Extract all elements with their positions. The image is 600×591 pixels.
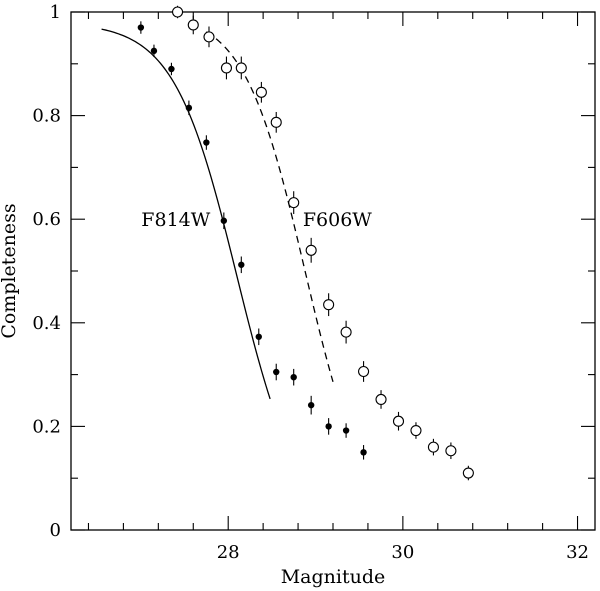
point-f814w bbox=[325, 423, 332, 430]
x-axis-label: Magnitude bbox=[281, 566, 386, 588]
point-f814w bbox=[342, 427, 350, 434]
point-f814w bbox=[255, 333, 262, 340]
x-tick-label: 32 bbox=[566, 542, 589, 563]
point-f606w bbox=[410, 424, 422, 437]
point-f606w bbox=[445, 445, 457, 457]
point-f606w bbox=[358, 365, 370, 378]
y-tick-label: 0.6 bbox=[32, 209, 61, 230]
point-f606w bbox=[462, 467, 474, 479]
y-tick-label: 0.4 bbox=[32, 313, 61, 334]
axis-ticks bbox=[71, 11, 595, 531]
point-f606w bbox=[392, 415, 405, 427]
error-bars bbox=[140, 5, 469, 481]
point-f814w bbox=[168, 65, 175, 73]
y-tick-label: 0 bbox=[50, 520, 61, 541]
point-f606w bbox=[270, 116, 282, 128]
point-f814w bbox=[273, 368, 280, 376]
x-tick-label: 28 bbox=[217, 542, 240, 563]
series-annotations: F814W F606W bbox=[141, 209, 372, 231]
point-f606w bbox=[340, 326, 352, 338]
point-f814w bbox=[185, 104, 193, 112]
y-axis-label: Completeness bbox=[0, 203, 20, 338]
point-f814w bbox=[150, 47, 158, 55]
point-f606w bbox=[323, 299, 335, 311]
point-f606w bbox=[187, 19, 199, 31]
point-f606w bbox=[427, 441, 439, 453]
point-f814w bbox=[220, 217, 228, 224]
point-f606w bbox=[171, 6, 184, 18]
point-f606w bbox=[255, 86, 267, 98]
fit-curve-f606w bbox=[206, 31, 334, 382]
y-tick-label: 0.2 bbox=[32, 416, 61, 437]
point-f814w bbox=[203, 139, 210, 146]
x-tick-label: 30 bbox=[391, 542, 414, 563]
axis-tick-labels: 28 30 32 0 0.2 0.4 0.6 0.8 1 bbox=[32, 2, 589, 563]
point-f606w bbox=[235, 62, 247, 74]
point-f606w bbox=[203, 31, 215, 43]
series-label-f606w: F606W bbox=[303, 209, 372, 231]
plot-frame bbox=[70, 11, 596, 531]
fit-curve-f814w bbox=[101, 28, 271, 400]
y-tick-label: 0.8 bbox=[32, 106, 61, 127]
point-f814w bbox=[238, 261, 245, 268]
data-markers bbox=[137, 6, 474, 479]
point-f606w bbox=[288, 197, 300, 209]
point-f814w bbox=[137, 24, 145, 31]
point-f814w bbox=[307, 401, 315, 409]
point-f814w bbox=[290, 373, 297, 381]
point-f606w bbox=[375, 393, 387, 406]
fit-curves bbox=[101, 28, 334, 400]
point-f814w bbox=[360, 449, 367, 456]
series-label-f814w: F814W bbox=[141, 209, 210, 231]
point-f606w bbox=[305, 244, 317, 256]
y-tick-label: 1 bbox=[50, 2, 61, 23]
point-f606w bbox=[220, 62, 233, 74]
